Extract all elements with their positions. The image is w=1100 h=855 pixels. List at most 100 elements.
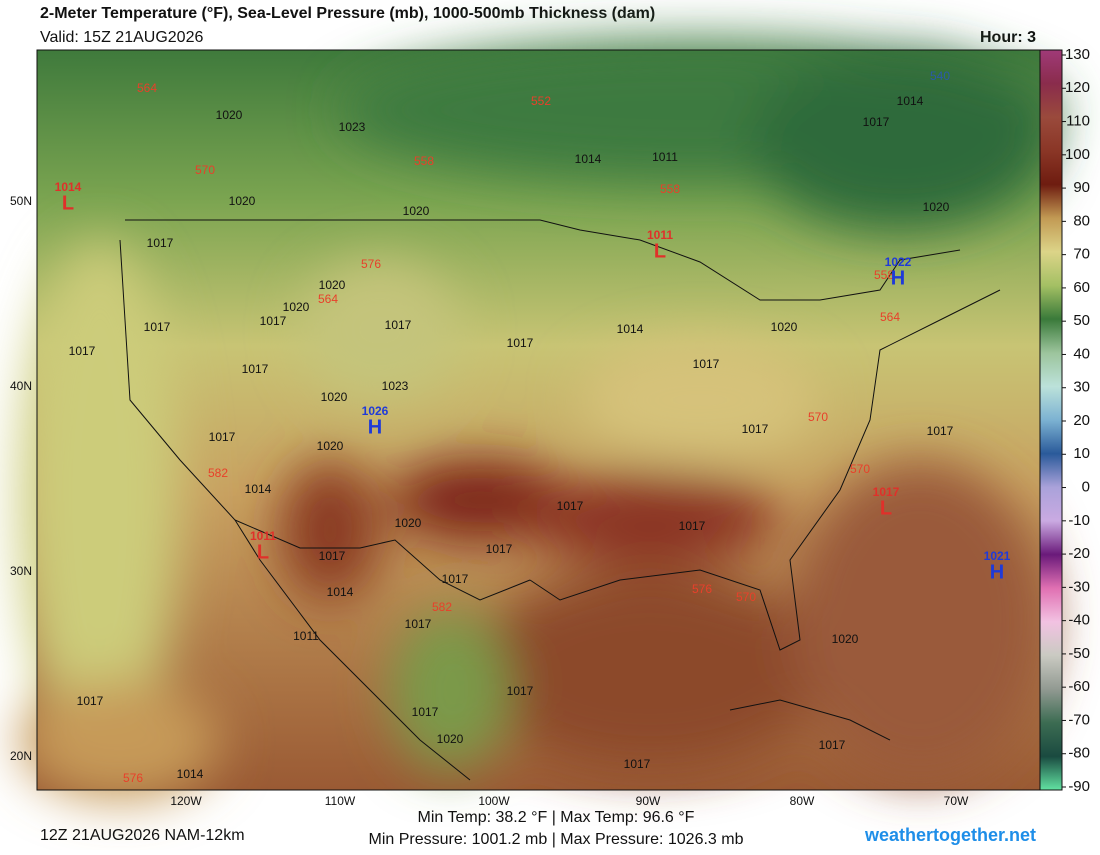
isobar-label: 1017 (693, 357, 720, 371)
colorbar-label: -30 (1068, 578, 1090, 595)
lon-label: 70W (944, 794, 969, 808)
isobar-label: 1017 (927, 424, 954, 438)
isobar-label: 1017 (863, 115, 890, 129)
lon-label: 110W (325, 794, 356, 808)
isobar-label: 1017 (242, 362, 269, 376)
isobar-label: 1011 (293, 629, 319, 643)
center-letter: L (62, 192, 74, 214)
isobar-label: 1017 (147, 236, 174, 250)
thickness-label: 570 (850, 462, 870, 476)
center-value: 1026 (362, 404, 389, 418)
thickness-label: 576 (123, 771, 143, 785)
thickness-label: 570 (736, 590, 756, 604)
isobar-label: 1017 (260, 314, 287, 328)
thickness-label: 552 (531, 94, 551, 108)
thickness-label: 540 (930, 69, 950, 83)
isobar-label: 1017 (442, 572, 469, 586)
colorbar-label: 60 (1073, 279, 1090, 296)
isobar-label: 1020 (437, 732, 464, 746)
site-credit: weathertogether.net (864, 825, 1036, 845)
isobar-label: 1020 (923, 200, 950, 214)
model-run: 12Z 21AUG2026 NAM-12km (40, 827, 245, 844)
colorbar-label: 30 (1073, 379, 1090, 396)
isobar-label: 1017 (385, 318, 412, 332)
isobar-label: 1020 (319, 278, 346, 292)
lon-label: 80W (790, 794, 815, 808)
colorbar-label: 100 (1065, 146, 1090, 163)
isobar-label: 1020 (395, 516, 422, 530)
colorbar-label: 40 (1073, 345, 1090, 362)
pressure-range: Min Pressure: 1001.2 mb | Max Pressure: … (369, 831, 744, 848)
colorbar-label: 0 (1082, 479, 1090, 496)
colorbar: 1301201101009080706050403020100-10-20-30… (1039, 46, 1090, 795)
center-letter: L (654, 240, 666, 262)
center-value: 1014 (55, 180, 82, 194)
colorbar-label: 80 (1073, 212, 1090, 229)
isobar-label: 1014 (897, 94, 924, 108)
temperature-field (20, 40, 1060, 800)
title: 2-Meter Temperature (°F), Sea-Level Pres… (40, 5, 655, 22)
thickness-label: 564 (880, 310, 900, 324)
isobar-label: 1017 (557, 499, 584, 513)
isobar-label: 1020 (321, 390, 348, 404)
lat-label: 40N (10, 379, 32, 393)
isobar-label: 1017 (486, 542, 513, 556)
colorbar-label: -60 (1068, 678, 1090, 695)
isobar-label: 1014 (327, 585, 354, 599)
isobar-label: 1017 (209, 430, 236, 444)
isobar-label: 1014 (177, 767, 204, 781)
colorbar-label: -50 (1068, 645, 1090, 662)
colorbar-label: -20 (1068, 545, 1090, 562)
valid-time: Valid: 15Z 21AUG2026 (40, 29, 203, 46)
isobar-label: 1020 (771, 320, 798, 334)
isobar-label: 1017 (77, 694, 104, 708)
isobar-label: 1017 (507, 684, 534, 698)
colorbar-label: 130 (1065, 46, 1090, 63)
center-letter: H (891, 267, 905, 289)
colorbar-label: 20 (1073, 412, 1090, 429)
temp-range: Min Temp: 38.2 °F | Max Temp: 96.6 °F (418, 809, 695, 826)
lat-label: 30N (10, 564, 32, 578)
colorbar-label: -10 (1068, 512, 1090, 529)
isobar-label: 1017 (319, 549, 346, 563)
colorbar-label: 10 (1073, 445, 1090, 462)
colorbar-label: -90 (1068, 778, 1090, 795)
isobar-label: 1014 (617, 322, 644, 336)
isobar-label: 1017 (742, 422, 769, 436)
center-value: 1011 (250, 529, 276, 543)
thickness-label: 564 (137, 81, 157, 95)
colorbar-label: -40 (1068, 612, 1090, 629)
forecast-hour: Hour: 3 (980, 29, 1036, 46)
lon-label: 90W (636, 794, 661, 808)
center-value: 1022 (885, 255, 912, 269)
isobar-label: 1017 (69, 344, 96, 358)
isobar-label: 1017 (405, 617, 432, 631)
isobar-label: 1017 (819, 738, 846, 752)
lat-label: 50N (10, 194, 32, 208)
isobar-label: 1020 (216, 108, 243, 122)
lon-label: 120W (170, 794, 202, 808)
thickness-label: 576 (692, 582, 712, 596)
center-letter: H (990, 561, 1004, 583)
thickness-label: 558 (874, 268, 894, 282)
thickness-label: 558 (414, 154, 434, 168)
isobar-label: 1017 (144, 320, 171, 334)
colorbar-label: -80 (1068, 745, 1090, 762)
center-value: 1021 (984, 549, 1011, 563)
colorbar-label: 110 (1066, 113, 1090, 130)
thickness-label: 576 (361, 257, 381, 271)
thickness-label: 582 (208, 466, 228, 480)
lon-label: 100W (478, 794, 510, 808)
lat-label: 20N (10, 749, 32, 763)
isobar-label: 1020 (832, 632, 859, 646)
borders (119, 219, 1001, 781)
isobar-label: 1017 (679, 519, 706, 533)
center-letter: L (880, 497, 892, 519)
center-value: 1017 (873, 485, 900, 499)
thickness-label: 570 (195, 163, 215, 177)
center-letter: L (257, 541, 269, 563)
colorbar-label: 90 (1073, 179, 1090, 196)
isobar-label: 1023 (339, 120, 366, 134)
isobar-label: 1017 (412, 705, 439, 719)
